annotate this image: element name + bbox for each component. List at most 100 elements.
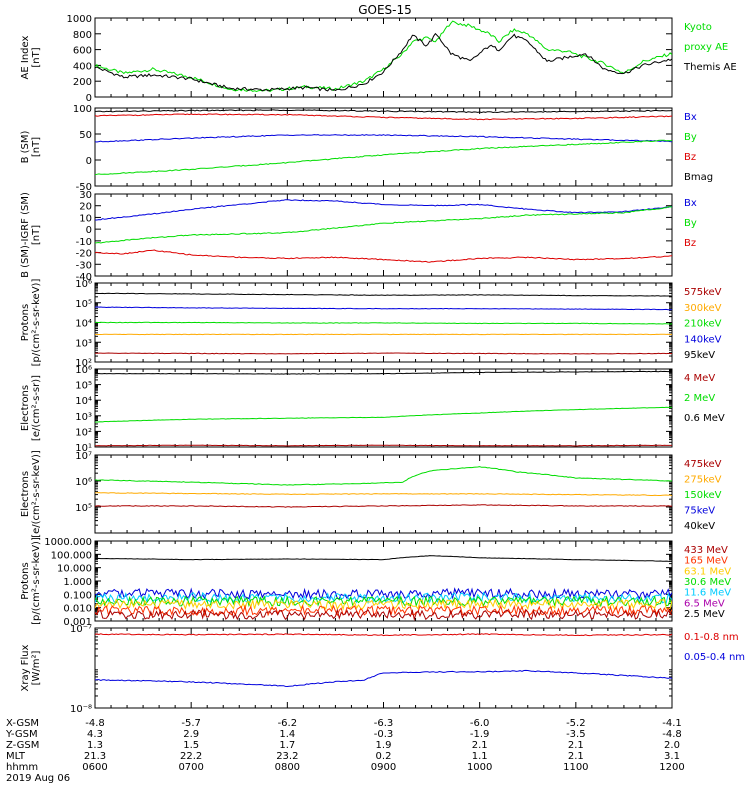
series-line-63-1-mev <box>95 597 672 611</box>
y-tick-label: 10.000 <box>57 564 92 575</box>
y-tick-label: 10² <box>75 427 92 438</box>
panel-bsm: -50 0 50 100 B (SM) [nT] Bx By Bz Bmag <box>20 104 713 193</box>
y-tick-label: 0 <box>86 156 92 167</box>
panel-xray: 10⁻⁸ 10⁻⁷ Xray Flux [W/m²] 0.1-0.8 nm 0.05-0.… <box>20 624 745 715</box>
y-tick-label: 10⁵ <box>75 503 92 514</box>
legend-entry: 575keV <box>684 287 722 298</box>
legend-entry: 275keV <box>684 475 722 486</box>
x-axis-value: 4.3 <box>87 729 103 740</box>
legend-entry: 11.6 MeV <box>684 588 731 599</box>
x-axis-row-label: Y-GSM <box>5 729 38 740</box>
y-tick-label: 10⁶ <box>75 279 92 290</box>
series-line-bx <box>95 134 672 143</box>
legend-entry: 2 MeV <box>684 393 715 404</box>
panel-protons1: 10² 10³ 10⁴ 10⁵ 10⁶ Protons [p/(cm²-s-sr-keV)]… <box>20 279 722 369</box>
y-tick-label: 600 <box>73 46 92 57</box>
legend-entry: 300keV <box>684 303 722 314</box>
y-tick-label: -30 <box>76 260 92 271</box>
x-axis-value: 1100 <box>563 762 588 773</box>
x-axis-value: -5.7 <box>181 718 201 729</box>
x-axis-value: 21.3 <box>84 751 106 762</box>
legend-entry: 140keV <box>684 334 722 345</box>
y-tick-label: 1000 <box>67 14 92 25</box>
series-line-11-6-mev <box>95 591 672 605</box>
series-line-bmag <box>95 109 672 114</box>
y-tick-label: 1000.000 <box>44 537 92 548</box>
y-axis-label: [p/(cm²-s-sr-keV)] <box>31 537 42 625</box>
panel-ae: 0 200 400 600 800 1000 AE Index [nT] Kyoto proxy … <box>20 14 737 104</box>
series-line-bz <box>95 113 672 121</box>
legend-entry: 30.6 MeV <box>684 577 731 588</box>
x-axis-value: 1000 <box>467 762 492 773</box>
y-tick-label: -20 <box>76 249 92 260</box>
y-tick-label: 800 <box>73 30 92 41</box>
legend-entry: 0.05-0.4 nm <box>684 652 745 663</box>
panel-protons2: 1000.000 100.000 10.000 1.000 0.100 0.010 0.00… <box>20 537 731 628</box>
series-line-0-6-mev <box>95 370 672 375</box>
panel-frame <box>94 17 673 98</box>
panel-frame <box>94 368 673 448</box>
y-axis-label: Electrons <box>20 385 31 431</box>
y-tick-label: 400 <box>73 61 92 72</box>
y-axis-label: Protons <box>20 304 31 341</box>
y-axis-label: [W/m²] <box>31 650 42 685</box>
y-tick-label: 10⁻⁷ <box>70 624 92 635</box>
series-line-140kev <box>95 306 672 311</box>
x-axis-value: 22.2 <box>180 751 202 762</box>
series-line-475kev <box>95 504 672 508</box>
y-axis-label: [nT] <box>31 137 42 157</box>
y-tick-label: 100 <box>73 104 92 115</box>
legend-entry: By <box>684 132 697 143</box>
x-axis-value: 2.1 <box>472 740 488 751</box>
y-tick-label: 20 <box>79 202 92 213</box>
series-line-2-mev <box>95 406 672 423</box>
x-axis-value: 2.0 <box>664 740 680 751</box>
x-axis-value: 1.1 <box>472 751 488 762</box>
x-axis-value: 0.2 <box>376 751 392 762</box>
legend-entry: 95keV <box>684 350 715 361</box>
legend-entry: 210keV <box>684 319 722 330</box>
series-line-4-mev <box>95 444 672 447</box>
x-axis-row-label: hhmm <box>6 762 38 773</box>
y-tick-label: -40 <box>76 272 92 283</box>
y-tick-label: 10⁵ <box>75 299 92 310</box>
y-tick-label: 10⁵ <box>75 381 92 392</box>
series-line-bz <box>95 249 672 263</box>
series-line-6-5-mev <box>95 587 672 600</box>
series-line-95kev <box>95 292 672 297</box>
x-axis-value: -0.3 <box>374 729 394 740</box>
legend-entry: 0.1-0.8 nm <box>684 632 739 643</box>
y-tick-label: 10⁴ <box>75 319 92 330</box>
series-line-bx <box>95 199 672 221</box>
x-axis-value: -6.0 <box>470 718 490 729</box>
series-line-30-6-mev <box>95 595 672 608</box>
y-tick-label: 10⁴ <box>75 396 92 407</box>
panel-frame <box>94 107 673 187</box>
legend-entry: Bx <box>684 198 697 209</box>
series-line-150kev <box>95 466 672 486</box>
y-axis-label: B (SM) <box>20 130 31 163</box>
legend-entry: 165 MeV <box>684 556 728 567</box>
series-line-165-mev <box>95 604 672 617</box>
x-axis-row-label: X-GSM <box>6 718 39 729</box>
legend-entry: Bz <box>684 152 696 163</box>
legend-entry: 4 MeV <box>684 373 715 384</box>
x-axis-value: 1.3 <box>87 740 103 751</box>
x-axis-value: 23.2 <box>276 751 298 762</box>
x-axis-value: -4.8 <box>85 718 105 729</box>
legend-entry: Bmag <box>684 172 713 183</box>
series-line-themis-ae <box>95 32 672 92</box>
y-tick-label: 10⁷ <box>75 451 92 462</box>
y-tick-label: 0.100 <box>63 590 92 601</box>
legend-entry: 150keV <box>684 490 722 501</box>
x-axis-value: 3.1 <box>664 751 680 762</box>
x-axis-value: 2.1 <box>568 751 584 762</box>
y-axis-label: [e/(cm²-s-sr)] <box>31 375 42 441</box>
y-tick-label: 0.010 <box>63 604 92 615</box>
x-axis-value: -5.2 <box>566 718 586 729</box>
y-tick-label: 0 <box>86 225 92 236</box>
y-axis-label: Protons <box>20 562 31 599</box>
